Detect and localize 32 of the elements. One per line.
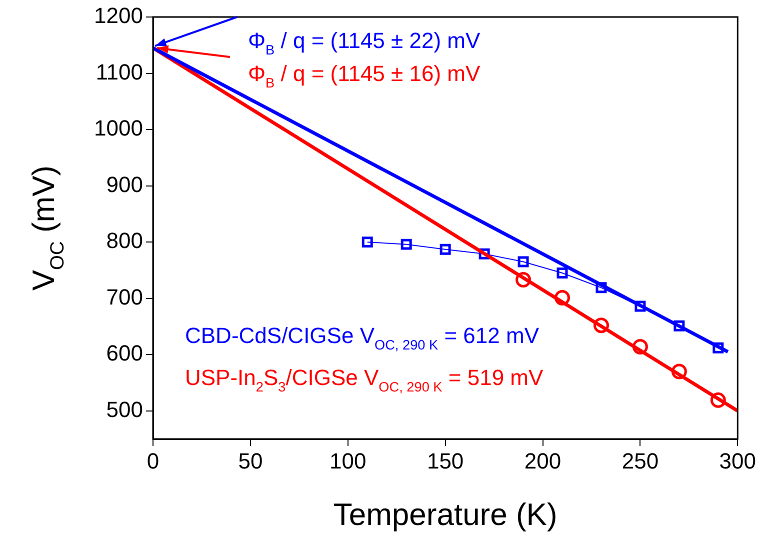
x-tick-label: 150 [426,448,464,474]
y-axis-title: VOC (mV) [26,165,68,291]
x-tick-label: 50 [238,448,263,474]
y-tick-label: 1100 [96,59,143,84]
point [554,290,570,306]
point [634,300,646,312]
point [516,272,532,288]
x-tick-label: 250 [622,448,659,474]
x-tick-label: 100 [330,448,366,474]
point [518,256,529,268]
point [671,364,687,380]
y-tick-label: 900 [106,172,143,197]
x-axis-title: Temperature (K) [333,497,558,532]
x-tick-label: 300 [719,448,756,474]
x-tick-label: 0 [146,448,160,474]
point [710,392,726,408]
y-tick-label: 600 [106,340,143,366]
x-tick-label: 200 [524,448,562,474]
point [400,238,412,250]
point [596,282,607,294]
point [674,320,685,332]
point [556,268,568,279]
point [593,318,609,334]
y-tick-label: 800 [106,228,143,254]
y-tick-label: 500 [106,396,143,422]
point [632,338,648,354]
y-tick-label: 1000 [94,116,143,141]
y-tick-label: 1200 [94,3,143,28]
point [440,244,451,255]
point [712,342,724,354]
y-tick-label: 700 [106,284,143,310]
point [362,236,373,248]
